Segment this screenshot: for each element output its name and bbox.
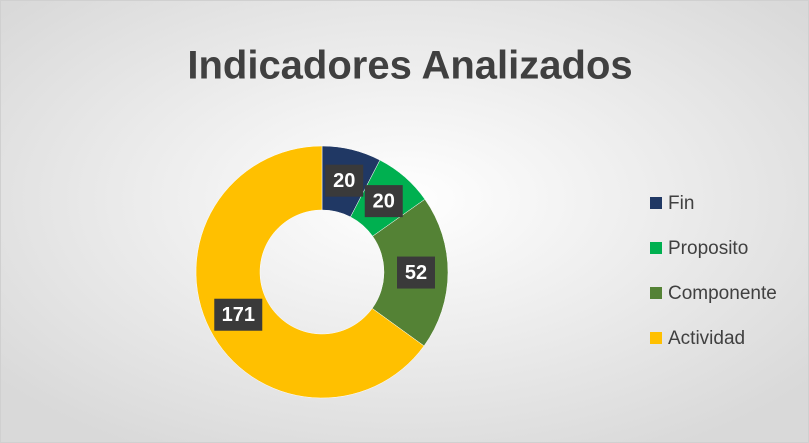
- data-label-box: [364, 185, 403, 218]
- legend-swatch: [650, 242, 662, 254]
- legend-label: Fin: [668, 193, 694, 214]
- legend-swatch: [650, 332, 662, 344]
- data-label: 20: [373, 190, 395, 212]
- data-label-box: [325, 164, 364, 197]
- donut-segment: [195, 145, 425, 399]
- data-label: 52: [405, 262, 427, 284]
- legend-swatch: [650, 287, 662, 299]
- legend-label: Actividad: [668, 328, 745, 349]
- legend-label: Componente: [668, 283, 777, 304]
- data-label: 171: [222, 304, 255, 326]
- data-label: 20: [333, 170, 355, 192]
- legend-swatch: [650, 197, 662, 209]
- data-label-box: [396, 256, 435, 289]
- legend-label: Proposito: [668, 238, 748, 259]
- chart-title: Indicadores Analizados: [187, 44, 632, 88]
- data-label-box: [214, 298, 263, 331]
